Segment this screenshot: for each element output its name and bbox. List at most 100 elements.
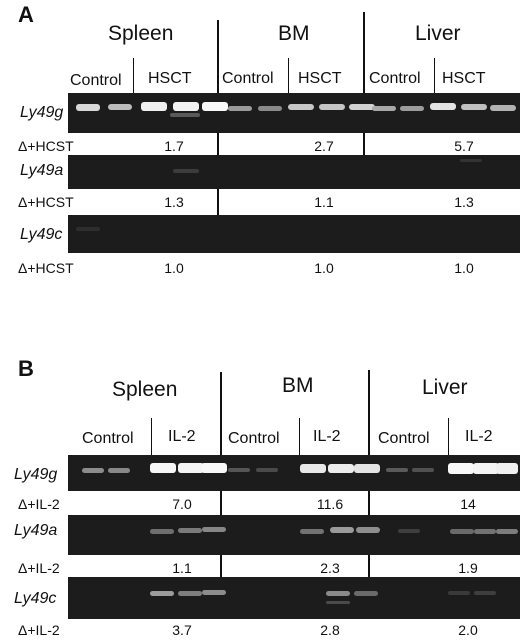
ratio-value: 1.7: [164, 138, 184, 154]
group-divider: [299, 418, 300, 456]
tissue-divider: [217, 133, 219, 155]
tissue-divider: [368, 555, 370, 577]
gel-band: [288, 104, 314, 110]
gel-band: [474, 591, 496, 595]
gel-band: [108, 468, 130, 473]
gel-band: [461, 104, 487, 110]
gel-band: [328, 464, 354, 473]
ratio-value: 1.9: [458, 560, 478, 576]
ratio-value: 14: [460, 496, 476, 512]
ratio-value: 11.6: [316, 496, 344, 512]
group-label-treated: IL-2: [313, 428, 341, 445]
gel-band: [256, 468, 278, 472]
gel-band: [300, 529, 324, 534]
group-label-control: Control: [222, 70, 274, 87]
tissue-divider: [363, 133, 365, 155]
tissue-divider: [220, 372, 222, 456]
tissue-label-liver: Liver: [415, 22, 461, 45]
ratio-value: 1.0: [164, 260, 184, 276]
gel-band: [178, 528, 202, 533]
ratio-value: 3.7: [172, 622, 192, 638]
ratio-label: Δ+IL-2: [18, 496, 60, 512]
gel-band: [319, 104, 345, 110]
gel-band: [228, 106, 252, 111]
gel-band: [460, 159, 482, 162]
ratio-value: 1.3: [164, 194, 184, 210]
gel-band: [228, 468, 250, 472]
gel-strip: [68, 515, 520, 555]
ratio-label: Δ+IL-2: [18, 560, 60, 576]
ratio-value: 1.1: [314, 194, 334, 210]
gel-band: [76, 227, 100, 231]
gel-band: [76, 104, 100, 111]
ratio-value: 1.0: [314, 260, 334, 276]
gel-band: [354, 591, 378, 596]
tissue-label-bm: BM: [282, 374, 314, 397]
gene-label-ly49a: Ly49a: [14, 522, 58, 539]
gel-band: [108, 104, 132, 110]
gel-band: [473, 463, 499, 474]
gel-band: [201, 463, 227, 473]
gel-band: [354, 464, 380, 473]
gel-band: [386, 468, 408, 472]
gel-band: [150, 463, 176, 473]
group-label-control: Control: [378, 430, 430, 447]
tissue-divider: [363, 12, 365, 96]
gene-label-ly49g: Ly49g: [14, 466, 58, 483]
gel-strip: [68, 455, 520, 491]
gel-band: [202, 590, 226, 595]
gel-band: [178, 591, 202, 596]
group-label-control: Control: [82, 430, 134, 447]
tissue-divider: [368, 491, 370, 515]
panel-letter: B: [18, 356, 34, 381]
tissue-label-liver: Liver: [422, 376, 468, 399]
gel-band: [150, 529, 174, 534]
group-label-treated: HSCT: [442, 70, 486, 87]
ratio-label: Δ+IL-2: [18, 622, 60, 638]
ratio-value: 2.7: [314, 138, 334, 154]
ratio-value: 1.1: [172, 560, 192, 576]
gel-band: [326, 591, 350, 596]
ratio-value: 1.0: [454, 260, 474, 276]
tissue-divider: [217, 20, 219, 96]
ratio-label: Δ+HCST: [18, 260, 74, 276]
group-divider: [448, 418, 449, 456]
gel-band: [398, 529, 420, 533]
gel-band: [400, 106, 424, 111]
group-label-control: Control: [70, 72, 122, 89]
panel-letter: A: [18, 2, 34, 27]
gene-label-ly49a: Ly49a: [20, 162, 64, 179]
gel-band: [330, 527, 354, 533]
gel-band: [372, 106, 396, 111]
gel-band: [178, 463, 204, 473]
gel-strip: [68, 155, 520, 189]
gel-band: [474, 529, 496, 534]
tissue-divider: [217, 189, 219, 215]
gel-band: [412, 468, 434, 472]
tissue-label-bm: BM: [278, 22, 310, 45]
ratio-value: 2.8: [320, 622, 340, 638]
gel-band: [300, 464, 326, 473]
gel-strip: [68, 577, 520, 619]
gel-band: [82, 468, 104, 473]
gel-band: [490, 105, 516, 111]
gel-strip: [68, 215, 520, 253]
ratio-label: Δ+HCST: [18, 138, 74, 154]
group-divider: [133, 58, 134, 98]
gel-band: [496, 529, 518, 534]
gel-band: [356, 527, 380, 533]
gel-strip: [68, 93, 520, 133]
gel-band: [202, 102, 228, 111]
gel-band: [496, 463, 518, 474]
ratio-value: 2.0: [458, 622, 478, 638]
gel-band: [349, 104, 375, 110]
ratio-value: 2.3: [320, 560, 340, 576]
gel-band: [448, 463, 474, 474]
group-label-treated: IL-2: [465, 428, 493, 445]
group-label-treated: IL-2: [168, 428, 196, 445]
group-divider: [288, 58, 289, 98]
group-label-control: Control: [369, 70, 421, 87]
tissue-divider: [368, 370, 370, 456]
tissue-label-spleen: Spleen: [108, 22, 174, 45]
tissue-divider: [220, 555, 222, 577]
